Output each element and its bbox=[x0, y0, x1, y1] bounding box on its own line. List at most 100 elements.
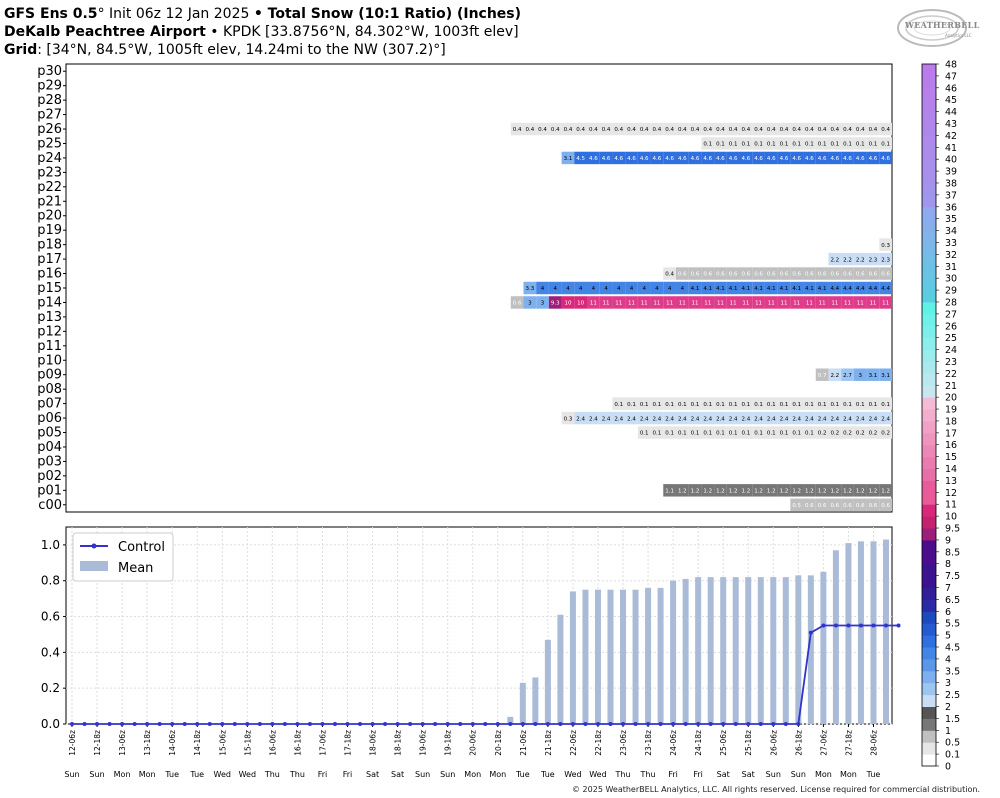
heatmap-cell bbox=[739, 426, 753, 439]
heatmap-cell bbox=[637, 397, 651, 410]
heatmap-cell bbox=[853, 267, 867, 280]
heatmap-cell bbox=[701, 137, 715, 150]
heatmap-cell bbox=[726, 281, 740, 295]
heatmap-cell bbox=[866, 498, 880, 511]
colorbar-tick-label: 9 bbox=[945, 535, 951, 546]
x-tick-label: 20-06z bbox=[469, 730, 478, 756]
heatmap-cell bbox=[853, 151, 867, 165]
heatmap-cell bbox=[828, 267, 842, 280]
heatmap-cell-label: 11 bbox=[857, 301, 864, 307]
heatmap-cell bbox=[714, 122, 727, 136]
heatmap-cell bbox=[688, 122, 702, 136]
heatmap-cell-label: 4.6 bbox=[767, 156, 776, 162]
heatmap-cell-label: 3 bbox=[541, 301, 545, 307]
heatmap-cell bbox=[790, 296, 804, 309]
heatmap-cell-label: 2.4 bbox=[830, 416, 839, 422]
member-label-p27: p27 bbox=[37, 108, 62, 123]
colorbar-tick-label: 18 bbox=[945, 416, 957, 427]
control-point bbox=[95, 722, 100, 726]
heatmap-cell-label: 0.1 bbox=[703, 142, 712, 148]
heatmap-cell-label: 0.1 bbox=[716, 431, 725, 437]
x-tick-label: 22-18z bbox=[594, 730, 603, 756]
heatmap-cell-label: 2.3 bbox=[881, 257, 890, 263]
control-point bbox=[833, 623, 838, 628]
heatmap-cell bbox=[853, 296, 867, 309]
heatmap-cell bbox=[841, 252, 854, 266]
day-label: Sun bbox=[440, 770, 455, 779]
x-tick-label: 20-18z bbox=[494, 730, 503, 756]
colorbar-tick-label: 23 bbox=[945, 357, 957, 368]
heatmap-cell bbox=[752, 151, 765, 165]
x-tick-label: 23-06z bbox=[619, 730, 628, 756]
heatmap-cell bbox=[853, 281, 867, 295]
x-tick-label: 25-18z bbox=[744, 730, 753, 756]
heatmap-cell-label: 0.4 bbox=[780, 127, 789, 133]
heatmap-cell-label: 0.6 bbox=[856, 503, 865, 509]
heatmap-cell bbox=[612, 411, 626, 425]
heatmap-cell bbox=[688, 484, 702, 497]
day-label: Sun bbox=[791, 770, 806, 779]
control-point bbox=[808, 630, 813, 635]
x-tick-label: 16-18z bbox=[293, 730, 302, 756]
colorbar-segment bbox=[922, 456, 936, 470]
x-tick-label: 26-18z bbox=[794, 730, 803, 756]
heatmap-cell-label: 4 bbox=[604, 286, 608, 292]
x-tick-label: 26-06z bbox=[769, 730, 778, 756]
mean-bar bbox=[857, 541, 864, 724]
colorbar-segment bbox=[922, 218, 936, 232]
heatmap-cell bbox=[866, 137, 880, 150]
heatmap-cell bbox=[650, 122, 664, 136]
copyright-notice: © 2025 WeatherBELL Analytics, LLC. All r… bbox=[572, 785, 980, 794]
heatmap-cell-label: 11 bbox=[653, 301, 660, 307]
heatmap-cell-label: 2.4 bbox=[881, 416, 890, 422]
heatmap-cell bbox=[764, 267, 778, 280]
heatmap-cell-label: 0.6 bbox=[818, 503, 827, 509]
mean-bar bbox=[582, 589, 589, 724]
heatmap-cell bbox=[625, 397, 638, 410]
logo-subtext: Analytics LLC bbox=[945, 33, 972, 38]
heatmap-cell bbox=[879, 267, 892, 280]
colorbar-tick-label: 8.5 bbox=[945, 547, 960, 558]
day-label: Mon bbox=[815, 770, 832, 779]
heatmap-cell bbox=[726, 137, 740, 150]
heatmap-cell bbox=[574, 151, 588, 165]
colorbar-tick-label: 2.5 bbox=[945, 690, 960, 701]
member-label-c00: c00 bbox=[38, 498, 62, 513]
control-point bbox=[370, 722, 375, 726]
heatmap-cell-label: 4 bbox=[553, 286, 557, 292]
heatmap-cell-label: 0.1 bbox=[767, 431, 776, 437]
control-point bbox=[195, 722, 200, 726]
heatmap-cell bbox=[815, 267, 829, 280]
colorbar-segment bbox=[922, 159, 936, 172]
heatmap-cell-label: 4.1 bbox=[767, 286, 776, 292]
heatmap-cell-label: 0.1 bbox=[678, 431, 687, 437]
heatmap-cell-label: 11 bbox=[628, 301, 635, 307]
heatmap-cell bbox=[675, 484, 689, 497]
heatmap-cell-label: 4.6 bbox=[830, 156, 839, 162]
heatmap-cell bbox=[726, 411, 740, 425]
colorbar-segment bbox=[922, 587, 936, 600]
heatmap-cell-label: 0.1 bbox=[792, 431, 801, 437]
heatmap-cell-label: 4.6 bbox=[729, 156, 738, 162]
colorbar-segment bbox=[922, 301, 936, 315]
heatmap-cell bbox=[841, 267, 854, 280]
colorbar-segment bbox=[922, 682, 936, 696]
heatmap-cell-label: 4.6 bbox=[805, 156, 814, 162]
heatmap-cell bbox=[752, 296, 765, 309]
heatmap-cell bbox=[726, 267, 740, 280]
heatmap-cell bbox=[764, 151, 778, 165]
heatmap-cell-label: 0.6 bbox=[729, 272, 738, 278]
x-tick-label: 15-18z bbox=[243, 730, 252, 756]
control-point bbox=[846, 623, 851, 628]
heatmap-cell-label: 4.1 bbox=[805, 286, 814, 292]
heatmap-cell bbox=[714, 484, 727, 497]
heatmap-cell-label: 0.4 bbox=[716, 127, 725, 133]
mean-bar bbox=[594, 589, 601, 724]
heatmap-cell bbox=[879, 137, 892, 150]
heatmap-cell bbox=[675, 267, 689, 280]
heatmap-cell-label: 0.6 bbox=[869, 503, 878, 509]
control-point bbox=[821, 623, 826, 628]
heatmap-cell bbox=[841, 411, 854, 425]
heatmap-cell bbox=[790, 498, 804, 511]
colorbar-tick-label: 41 bbox=[945, 143, 957, 154]
